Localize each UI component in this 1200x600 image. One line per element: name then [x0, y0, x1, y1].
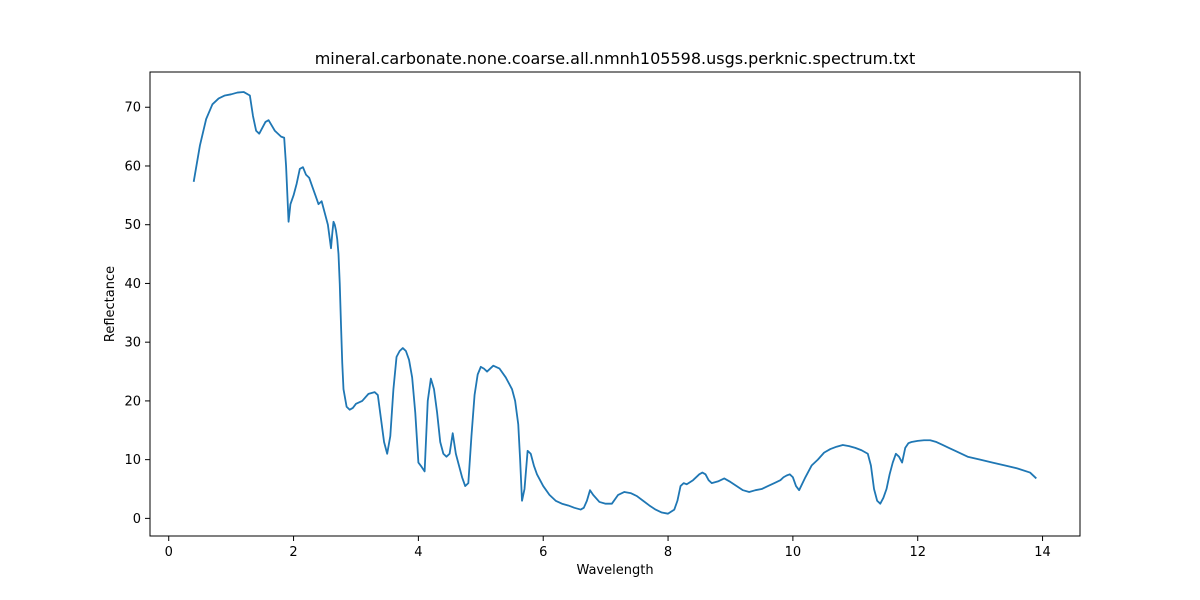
- x-tick-label: 8: [664, 545, 672, 560]
- y-tick-label: 40: [124, 277, 141, 292]
- y-tick-label: 0: [133, 512, 141, 527]
- y-tick-label: 20: [124, 394, 141, 409]
- x-tick-label: 6: [539, 545, 547, 560]
- x-tick-label: 12: [909, 545, 926, 560]
- y-tick-label: 70: [124, 101, 141, 116]
- plot-frame: [149, 71, 1081, 537]
- plot-area: [192, 91, 1037, 515]
- x-tick-label: 0: [165, 545, 173, 560]
- spectrum-series-line: [192, 91, 1037, 515]
- x-axis-ticks: 0 2 4 6 8 10 12 14: [165, 536, 1051, 560]
- y-tick-label: 60: [124, 159, 141, 174]
- y-tick-label: 50: [124, 218, 141, 233]
- chart-title: mineral.carbonate.none.coarse.all.nmnh10…: [315, 49, 916, 68]
- y-axis-label: Reflectance: [103, 266, 118, 342]
- y-tick-label: 30: [124, 336, 141, 351]
- y-tick-label: 10: [124, 453, 141, 468]
- y-axis-ticks: 0 10 20 30 40 50 60 70: [124, 101, 150, 527]
- x-tick-label: 10: [785, 545, 802, 560]
- x-tick-label: 14: [1034, 545, 1051, 560]
- x-tick-label: 2: [289, 545, 297, 560]
- x-tick-label: 4: [414, 545, 422, 560]
- x-axis-label: Wavelength: [576, 563, 653, 578]
